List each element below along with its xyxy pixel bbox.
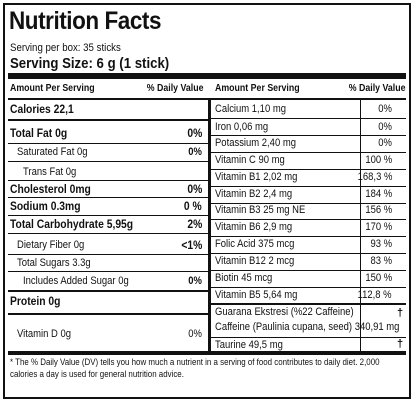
taurine-label: Taurine 49,5 mg xyxy=(215,339,283,351)
row-rule xyxy=(211,203,406,204)
row-rule xyxy=(211,135,406,136)
footer-divider xyxy=(8,351,406,355)
dietary-fiber-dv: <1% xyxy=(181,238,202,252)
total-carbohydrate-label: Total Carbohydrate 5,95g xyxy=(10,217,134,231)
panel-title: Nutrition Facts xyxy=(9,7,162,35)
row-rule xyxy=(8,215,208,216)
thick-divider xyxy=(8,73,406,79)
vitamin-b1-label: Vitamin B1 2,02 mg xyxy=(215,171,298,183)
trans-fat-label: Trans Fat 0g xyxy=(23,166,77,178)
saturated-fat-dv: 0% xyxy=(188,146,202,158)
vitamin-b6-label: Vitamin B6 2,9 mg xyxy=(215,221,293,233)
right-dv-divider xyxy=(360,100,361,351)
saturated-fat-label: Saturated Fat 0g xyxy=(17,146,88,158)
row-rule xyxy=(211,253,406,254)
guarana-label: Guarana Ekstresi (%22 Caffeine) xyxy=(215,306,354,318)
folic-acid-label: Folic Acid 375 mcg xyxy=(215,238,295,250)
row-rule xyxy=(211,287,406,288)
left-amount-header: Amount Per Serving xyxy=(10,83,95,94)
row-rule xyxy=(8,197,208,198)
vitamin-d-label: Vitamin D 0g xyxy=(17,328,71,340)
vitamin-b5-dv: 112,8 % xyxy=(357,289,392,301)
column-divider xyxy=(208,100,211,351)
vitamin-d-dv: 0% xyxy=(188,328,202,340)
vitamin-b12-dv: 83 % xyxy=(370,255,392,267)
vitamin-b12-label: Vitamin B12 2 mcg xyxy=(215,255,295,267)
left-dv-header: % Daily Value xyxy=(146,83,203,94)
row-rule xyxy=(211,219,406,220)
biotin-dv: 150 % xyxy=(365,272,392,284)
iron-dv: 0% xyxy=(378,121,392,133)
row-rule xyxy=(8,271,208,272)
vitamin-b3-label: Vitamin B3 25 mg NE xyxy=(215,204,306,216)
total-sugars-label: Total Sugars 3.3g xyxy=(17,257,91,269)
calories-rule xyxy=(8,119,208,121)
vitamin-b3-dv: 156 % xyxy=(365,204,392,216)
added-sugar-dv: 0% xyxy=(188,275,202,287)
row-rule xyxy=(8,161,208,162)
row-rule xyxy=(211,337,406,338)
row-rule xyxy=(211,186,406,187)
vitamin-c-label: Vitamin C 90 mg xyxy=(215,154,285,166)
serving-size: Serving Size: 6 g (1 stick) xyxy=(10,55,170,72)
calories: Calories 22,1 xyxy=(10,102,74,116)
daily-value-footnote: * The % Daily Value (DV) tells you how m… xyxy=(10,357,380,379)
total-fat-label: Total Fat 0g xyxy=(10,126,68,140)
section-rule xyxy=(8,290,208,292)
row-rule xyxy=(211,270,406,271)
servings-per-box: Serving per box: 35 sticks xyxy=(10,42,121,54)
row-rule xyxy=(211,118,406,119)
biotin-label: Biotin 45 mcg xyxy=(215,272,273,284)
vitamin-b2-dv: 184 % xyxy=(365,188,392,200)
row-rule xyxy=(8,180,208,181)
calcium-dv: 0% xyxy=(378,103,392,115)
calcium-label: Calcium 1,10 mg xyxy=(215,103,286,115)
sodium-dv: 0 % xyxy=(184,199,202,213)
vitamin-b5-label: Vitamin B5 5,64 mg xyxy=(215,289,298,301)
vitamin-b1-dv: 168,3 % xyxy=(357,171,392,183)
cholesterol-label: Cholesterol 0mg xyxy=(10,182,91,196)
folic-acid-dv: 93 % xyxy=(370,238,392,250)
added-sugar-label: Includes Added Sugar 0g xyxy=(23,275,129,287)
total-fat-dv: 0% xyxy=(187,126,202,140)
right-amount-header: Amount Per Serving xyxy=(215,83,300,94)
section-rule xyxy=(211,303,406,305)
vitamin-c-dv: 100 % xyxy=(365,154,392,166)
guarana-dv-dagger: † xyxy=(397,307,404,319)
protein-label: Protein 0g xyxy=(10,294,61,308)
potassium-dv: 0% xyxy=(378,137,392,149)
row-rule xyxy=(211,152,406,153)
iron-label: Iron 0,06 mg xyxy=(215,121,269,133)
vitamin-b2-label: Vitamin B2 2,4 mg xyxy=(215,188,293,200)
vitamin-b6-dv: 170 % xyxy=(365,221,392,233)
caffeine-label: Caffeine (Paulinia cupana, seed) 340,91 … xyxy=(215,321,400,333)
row-rule xyxy=(8,143,208,144)
potassium-label: Potassium 2,40 mg xyxy=(215,137,296,149)
dietary-fiber-label: Dietary Fiber 0g xyxy=(17,239,85,251)
cholesterol-dv: 0% xyxy=(187,182,202,196)
section-rule xyxy=(8,313,208,315)
sodium-label: Sodium 0.3mg xyxy=(10,199,81,213)
right-dv-header: % Daily Value xyxy=(348,83,405,94)
row-rule xyxy=(211,169,406,170)
row-rule xyxy=(8,254,208,255)
header-rule xyxy=(8,98,406,100)
nutrition-facts-panel: Nutrition Facts Serving per box: 35 stic… xyxy=(3,3,411,399)
row-rule xyxy=(211,236,406,237)
taurine-dv-dagger: † xyxy=(397,338,404,350)
total-carbohydrate-dv: 2% xyxy=(187,217,202,231)
row-rule xyxy=(8,233,208,234)
